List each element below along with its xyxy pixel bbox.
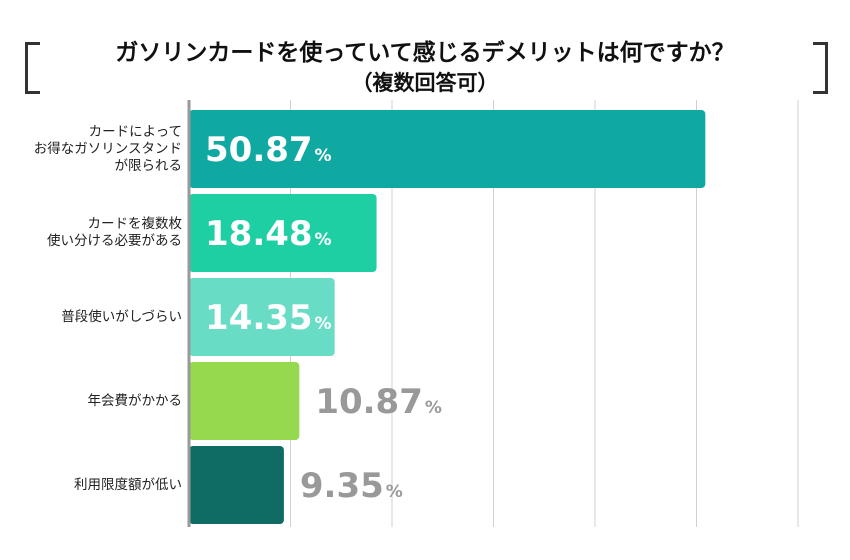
bar <box>189 446 284 524</box>
bar <box>189 110 706 188</box>
data-label: 10.87% <box>315 382 442 422</box>
bar <box>189 278 335 356</box>
category-label-line: お得なガソリンスタンド <box>33 140 182 157</box>
category-label: カードを複数枚 使い分ける必要がある <box>47 216 182 250</box>
title-line-2: （複数回答可） <box>351 71 499 95</box>
category-label-line: カードを複数枚 <box>87 216 183 232</box>
category-label-line: 使い分ける必要がある <box>47 233 182 249</box>
data-label: 9.35% <box>300 466 403 506</box>
bar <box>189 194 377 272</box>
category-label-line: 年会費がかかる <box>87 392 183 409</box>
data-label: 50.87% <box>205 130 332 170</box>
category-label-line: カードによって <box>88 123 182 140</box>
data-label: 18.48% <box>205 214 332 254</box>
chart-title: ガソリンカードを使っていて感じるデメリットは何ですか？ （複数回答可） <box>0 0 850 100</box>
category-label: カードによって お得なガソリンスタンド が限られる <box>34 124 182 175</box>
title-bracket-right <box>813 42 828 94</box>
bar <box>189 362 300 440</box>
category-label-line: 普段使いがしづらい <box>61 308 182 325</box>
title-bracket-left <box>25 42 40 94</box>
category-label-line: が限られる <box>114 157 183 174</box>
category-label: 利用限度額が低い <box>74 477 182 494</box>
category-label-line: 利用限度額が低い <box>74 476 182 493</box>
category-label: 年会費がかかる <box>88 393 183 410</box>
data-label: 14.35% <box>205 298 332 338</box>
title-line-1: ガソリンカードを使っていて感じるデメリットは何ですか？ <box>115 40 735 66</box>
category-label: 普段使いがしづらい <box>61 309 182 326</box>
